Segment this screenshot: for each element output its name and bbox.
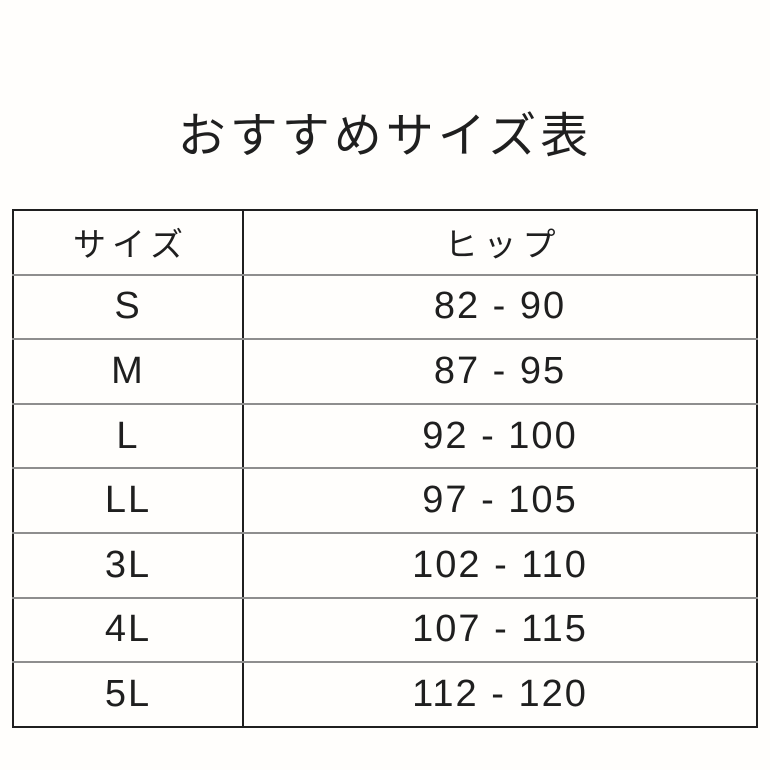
column-header-size: サイズ bbox=[13, 210, 244, 276]
table-row: 3L 102 - 110 bbox=[13, 532, 757, 599]
size-cell: L bbox=[13, 403, 244, 470]
size-cell: S bbox=[13, 274, 244, 341]
hip-cell: 97 - 105 bbox=[243, 468, 757, 534]
size-cell: M bbox=[13, 339, 244, 405]
hip-cell: 92 - 100 bbox=[243, 403, 757, 470]
hip-cell: 102 - 110 bbox=[243, 532, 757, 599]
table-row: 4L 107 - 115 bbox=[13, 597, 757, 664]
hip-cell: 107 - 115 bbox=[243, 597, 757, 664]
table-header-row: サイズ ヒップ bbox=[13, 210, 757, 276]
table-row: S 82 - 90 bbox=[13, 274, 757, 341]
hip-cell: 87 - 95 bbox=[243, 339, 757, 405]
table-row: LL 97 - 105 bbox=[13, 468, 757, 534]
size-cell: 3L bbox=[13, 532, 244, 599]
size-table: サイズ ヒップ S 82 - 90 M 87 - 95 L 92 - 100 L… bbox=[12, 209, 758, 728]
table-row: M 87 - 95 bbox=[13, 339, 757, 405]
size-cell: 4L bbox=[13, 597, 244, 664]
column-header-hip: ヒップ bbox=[243, 210, 757, 276]
size-cell: LL bbox=[13, 468, 244, 534]
hip-cell: 112 - 120 bbox=[412, 672, 588, 715]
table-row: L 92 - 100 bbox=[13, 403, 757, 470]
table-row: 5L 112 - 120 bbox=[13, 662, 757, 727]
size-cell: 5L bbox=[13, 662, 244, 727]
hip-cell: 82 - 90 bbox=[243, 274, 757, 341]
page-title: おすすめサイズ表 bbox=[177, 110, 593, 163]
